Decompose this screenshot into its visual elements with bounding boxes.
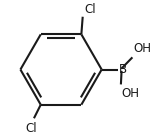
Text: OH: OH [122, 87, 140, 100]
Text: B: B [119, 63, 127, 76]
Text: Cl: Cl [25, 122, 37, 135]
Text: OH: OH [134, 42, 152, 55]
Text: Cl: Cl [84, 3, 96, 16]
